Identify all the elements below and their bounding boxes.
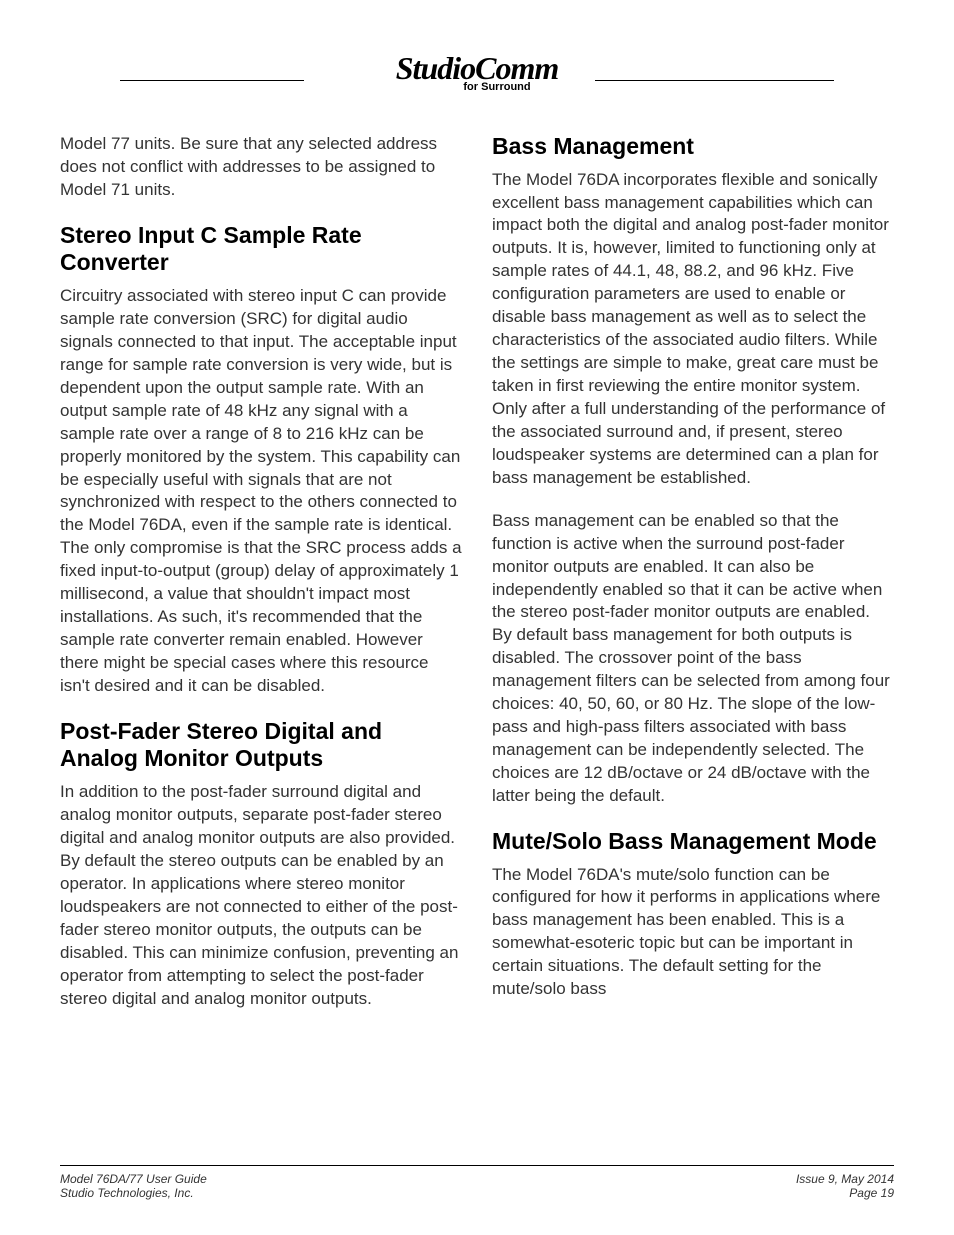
section-heading-mutesolo: Mute/Solo Bass Management Mode <box>492 828 894 856</box>
footer-left: Model 76DA/77 User Guide Studio Technolo… <box>60 1172 207 1200</box>
section-heading-postfader: Post-Fader Stereo Digital and Analog Mon… <box>60 718 462 773</box>
section-heading-bass: Bass Management <box>492 133 894 161</box>
section-body-postfader: In addition to the post-fader surround d… <box>60 781 462 1010</box>
section-heading-src: Stereo Input C Sample Rate Converter <box>60 222 462 277</box>
footer-issue: Issue 9, May 2014 <box>796 1172 894 1186</box>
section-body-mutesolo: The Model 76DA's mute/solo function can … <box>492 864 894 1002</box>
header-rule-right <box>595 80 834 81</box>
footer-company: Studio Technologies, Inc. <box>60 1186 207 1200</box>
logo: StudioComm for Surround <box>386 50 569 93</box>
footer-right: Issue 9, May 2014 Page 19 <box>796 1172 894 1200</box>
left-column: Model 77 units. Be sure that any selecte… <box>60 133 462 1030</box>
footer-guide-title: Model 76DA/77 User Guide <box>60 1172 207 1186</box>
page-footer: Model 76DA/77 User Guide Studio Technolo… <box>60 1165 894 1200</box>
intro-paragraph: Model 77 units. Be sure that any selecte… <box>60 133 462 202</box>
section-body-bass-1: The Model 76DA incorporates flexible and… <box>492 169 894 490</box>
header-rule-left <box>120 80 304 81</box>
section-body-bass-2: Bass management can be enabled so that t… <box>492 510 894 808</box>
content-area: Model 77 units. Be sure that any selecte… <box>60 133 894 1030</box>
footer-page-number: Page 19 <box>796 1186 894 1200</box>
section-body-src: Circuitry associated with stereo input C… <box>60 285 462 698</box>
page-header: StudioComm for Surround <box>60 50 894 93</box>
right-column: Bass Management The Model 76DA incorpora… <box>492 133 894 1030</box>
